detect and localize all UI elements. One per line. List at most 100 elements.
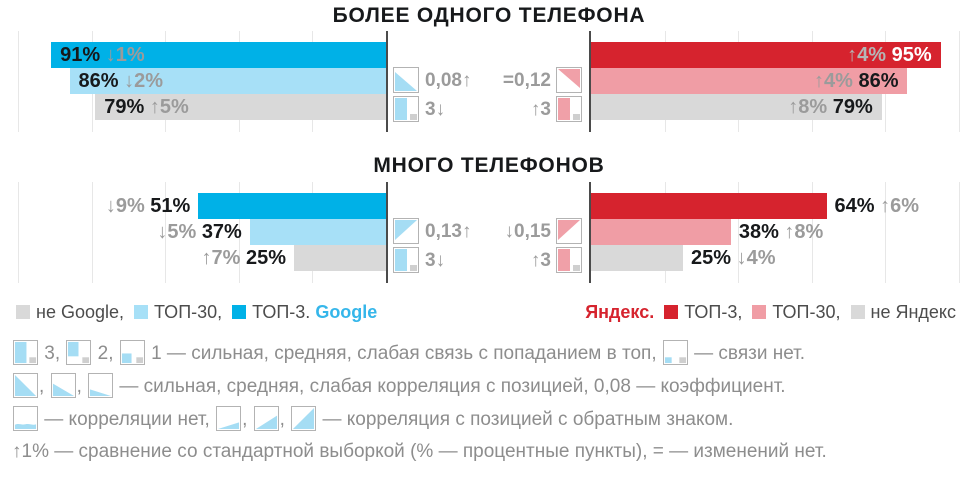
bar-delta: ↑5% — [149, 96, 189, 118]
corr-weak-icon — [88, 373, 114, 398]
footnote-text: , — [76, 376, 88, 397]
gridline — [91, 182, 93, 283]
bar-delta: ↑6% — [880, 195, 920, 217]
legend-label: ТОП-30, — [772, 302, 841, 322]
bar-row: 64% ↑6% — [591, 193, 965, 219]
bar-delta: ↑4% — [813, 70, 853, 92]
gridline — [165, 182, 167, 283]
bar-value: 79% — [104, 96, 145, 118]
bar-delta: ↑8% — [788, 96, 828, 118]
gridline — [959, 182, 960, 283]
bar-ТОП-3 — [591, 42, 941, 68]
link-1-icon — [119, 340, 145, 365]
bar-value: 86% — [78, 70, 119, 92]
rank-bar-icon — [556, 96, 582, 122]
correlation-value: 0,08↑ — [425, 70, 472, 91]
link-2-icon — [66, 340, 92, 365]
bar-label: 64% ↑6% — [835, 193, 920, 219]
bar-row: ↑4% 95% — [591, 42, 965, 68]
bar-ТОП-3 — [591, 193, 827, 219]
footnote-text: 3, — [39, 343, 66, 364]
legend-yandex: Яндекс. ТОП-3, ТОП-30, не Яндекс — [585, 302, 956, 322]
gridline — [885, 182, 887, 283]
bar-label: ↑4% 86% — [814, 68, 899, 94]
gridline — [18, 31, 19, 132]
bar-ТОП-30 — [591, 68, 908, 94]
bar-label: ↓9% 51% — [106, 193, 191, 219]
bar-row: ↑4% 86% — [591, 68, 965, 94]
corr-strong-icon — [13, 373, 38, 398]
corr-rev-medium-icon — [253, 406, 279, 431]
footnote-text: — связи нет. — [688, 343, 806, 364]
bar-label: 91% ↓1% — [60, 42, 145, 68]
rank-value: 3↓ — [425, 250, 446, 271]
correlation-value: =0,12 — [502, 70, 551, 91]
bar-delta: ↑7% — [201, 247, 241, 269]
bar-не Яндекс — [591, 94, 882, 120]
bar-row: ↓9% 51% — [12, 193, 386, 219]
correlation-value: 0,13↑ — [425, 221, 472, 242]
bar-ТОП-30 — [591, 219, 731, 245]
rank-value: 3↓ — [425, 99, 446, 120]
footnote-text: — сильная, средняя, слабая корреляция с … — [114, 376, 786, 397]
chart-google-s1: 91% ↓1% 86% ↓2% 79% ↑5% — [12, 31, 388, 132]
bar-value: 25% — [245, 247, 286, 269]
bar-label: 86% ↓2% — [79, 68, 164, 94]
bar-row: ↑8% 79% — [591, 94, 965, 120]
correlation-value: ↓0,15 — [504, 221, 551, 242]
rank-value: ↑3 — [530, 250, 551, 271]
correlation-up-right-icon — [556, 67, 582, 93]
section-title-more-than-one-phone: БОЛЕЕ ОДНОГО ТЕЛЕФОНА — [332, 4, 646, 27]
bar-row: ↓5% 37% — [12, 219, 386, 245]
chart-google-s2: ↓9% 51% ↓5% 37% ↑7% 25% — [12, 182, 388, 283]
section-title-many-phones: МНОГО ТЕЛЕФОНОВ — [373, 154, 605, 177]
bar-value: 64% — [834, 195, 875, 217]
bar-label: 38% ↑8% — [739, 219, 824, 245]
legend-swatch — [850, 305, 865, 319]
brand-label: Яндекс. — [585, 302, 655, 322]
link-3-icon — [13, 340, 38, 365]
corr-none-icon — [13, 406, 38, 431]
legend-label: ТОП-30, — [154, 302, 223, 322]
bar-ТОП-30 — [249, 219, 386, 245]
bar-label: 25% ↓4% — [691, 245, 776, 271]
rank-value: ↑3 — [530, 99, 551, 120]
correlation-up-left-icon — [556, 218, 582, 244]
bar-label: 79% ↑5% — [104, 94, 189, 120]
correlation-down-left-icon — [393, 67, 419, 93]
bar-label: ↑7% 25% — [202, 245, 287, 271]
footnote-text: 2, — [92, 343, 119, 364]
bar-row: 91% ↓1% — [12, 42, 386, 68]
bar-label: ↓5% 37% — [157, 219, 242, 245]
legend-swatch — [664, 305, 679, 319]
bar-value: 38% — [738, 221, 779, 243]
bar-row: 38% ↑8% — [591, 219, 965, 245]
bar-не Яндекс — [591, 245, 683, 271]
legend-label: не Яндекс — [870, 302, 956, 322]
bar-value: 86% — [858, 70, 899, 92]
footnotes: 3, 2, 1 — сильная, средняя, слабая связь… — [12, 340, 827, 472]
bar-ТОП-3 — [198, 193, 386, 219]
bar-delta: ↓1% — [105, 44, 145, 66]
bar-delta: ↑4% — [847, 44, 887, 66]
bar-label: ↑8% 79% — [788, 94, 873, 120]
chart-yandex-s2: 64% ↑6% 38% ↑8% 25% ↓4% — [589, 182, 965, 283]
bar-ТОП-3 — [51, 42, 386, 68]
rank-bar-icon — [556, 247, 582, 273]
corr-rev-weak-icon — [216, 406, 242, 431]
footnote-line: , , — сильная, средняя, слабая корреляци… — [12, 373, 827, 399]
legend-label: ТОП-3. — [252, 302, 311, 322]
bar-row: 86% ↓2% — [12, 68, 386, 94]
corr-medium-icon — [50, 373, 76, 398]
bar-value: 79% — [832, 96, 873, 118]
bar-row: 25% ↓4% — [591, 245, 965, 271]
bar-delta: ↓2% — [124, 70, 164, 92]
legend-swatch — [232, 305, 247, 319]
bar-label: ↑4% 95% — [847, 42, 932, 68]
footnote-text: , — [39, 376, 50, 397]
bar-delta: ↓5% — [157, 221, 197, 243]
footnote-line: ↑1% — сравнение со стандартной выборкой … — [12, 439, 827, 465]
legend-label: ТОП-3, — [684, 302, 743, 322]
bar-не Google — [95, 94, 386, 120]
